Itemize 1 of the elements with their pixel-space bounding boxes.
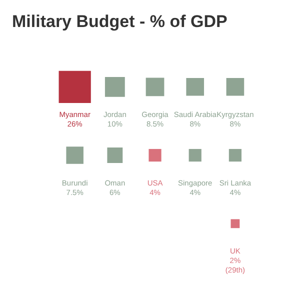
text: Military Budget - % of GDP: [11, 11, 228, 31]
